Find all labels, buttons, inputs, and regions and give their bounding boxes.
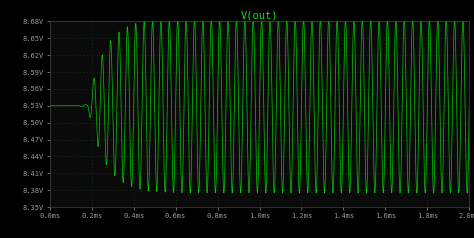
Title: V(out): V(out) bbox=[241, 11, 278, 21]
